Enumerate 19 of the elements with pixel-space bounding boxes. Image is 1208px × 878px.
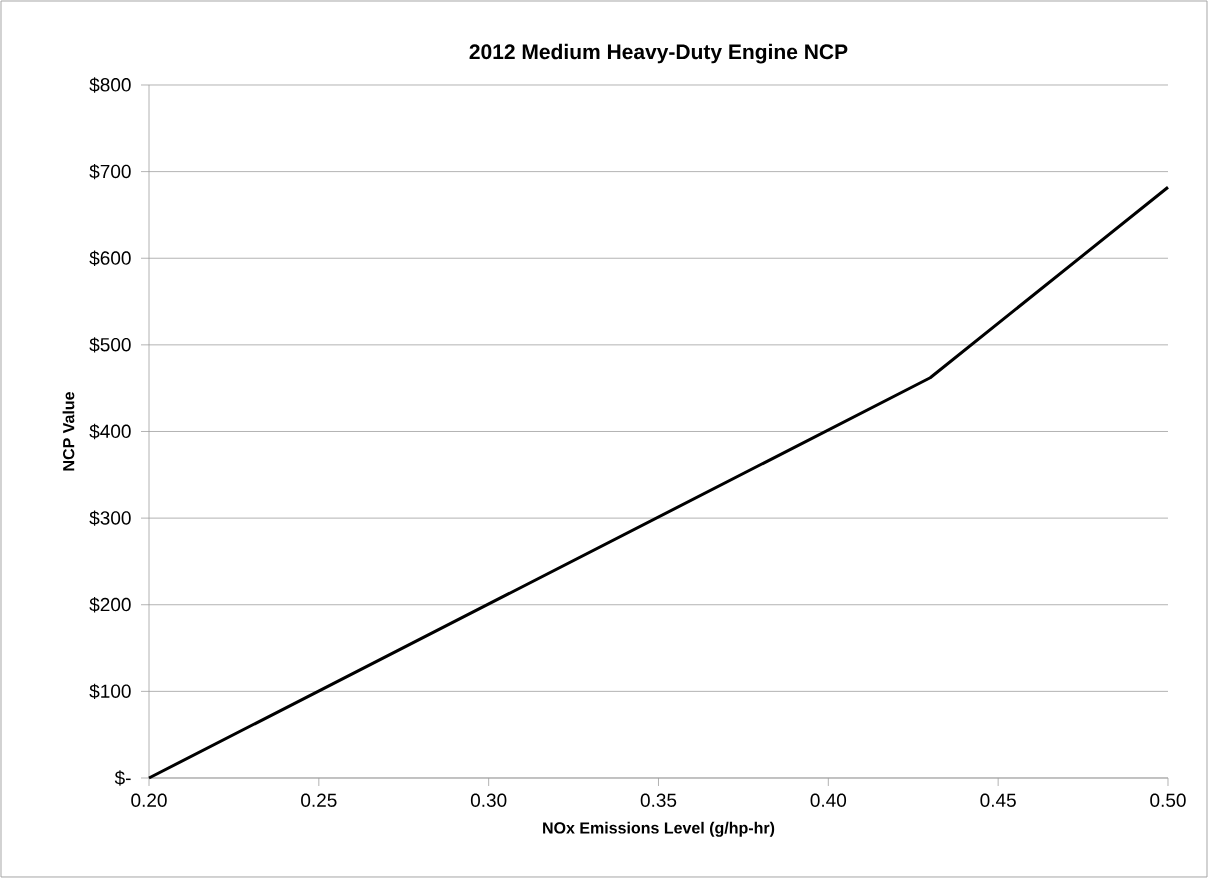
chart-title: 2012 Medium Heavy-Duty Engine NCP bbox=[469, 43, 848, 64]
y-tick-label: $400 bbox=[89, 423, 131, 440]
y-tick-label: $700 bbox=[89, 163, 131, 180]
y-tick-label: $- bbox=[114, 770, 131, 786]
x-tick-label: 0.45 bbox=[980, 793, 1016, 807]
x-tick-label: 0.30 bbox=[470, 793, 507, 807]
y-tick-label: $800 bbox=[89, 77, 131, 93]
x-tick-label: 0.35 bbox=[640, 793, 677, 807]
y-tick-label: $600 bbox=[89, 250, 131, 266]
x-axis-title: NOx Emissions Level (g/hp-hr) bbox=[543, 821, 775, 837]
x-tick-label: 0.20 bbox=[131, 793, 167, 807]
y-axis-title: NCP Value bbox=[62, 392, 75, 471]
y-tick-label: $100 bbox=[89, 683, 131, 700]
x-tick-label: 0.40 bbox=[810, 793, 847, 807]
y-tick-label: $500 bbox=[89, 337, 131, 353]
y-tick-label: $200 bbox=[89, 597, 131, 613]
x-tick-label: 0.25 bbox=[301, 793, 337, 807]
x-tick-label: 0.50 bbox=[1150, 793, 1186, 807]
y-tick-label: $300 bbox=[89, 510, 131, 526]
